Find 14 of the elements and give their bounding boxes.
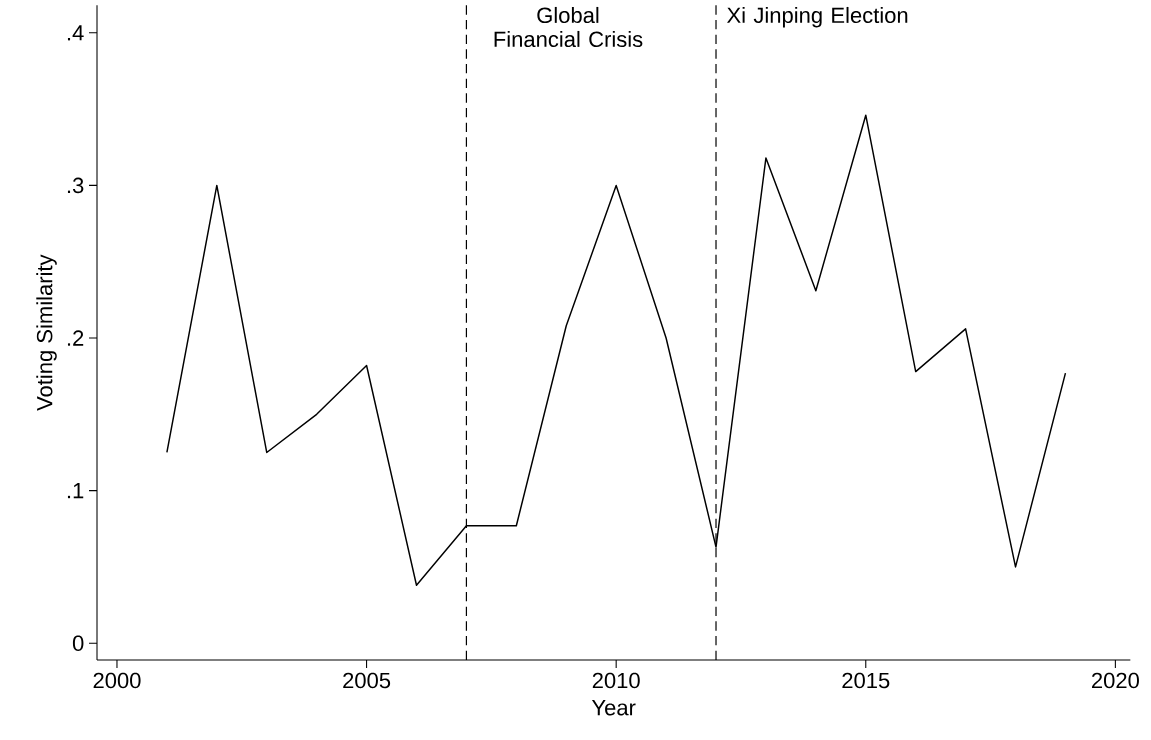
ref-line-label: Xi Jinping Election — [727, 6, 908, 28]
x-axis-title: Year — [591, 700, 636, 716]
x-tick-label: 2005 — [343, 672, 391, 689]
y-tick-label: 0 — [72, 635, 84, 651]
x-tick-label: 2000 — [93, 672, 141, 689]
y-tick-label: .1 — [67, 483, 84, 499]
x-tick-label: 2020 — [1092, 672, 1139, 689]
y-tick-label: .4 — [67, 25, 84, 41]
y-tick-label: .3 — [67, 177, 84, 194]
x-tick-label: 2010 — [592, 672, 640, 689]
ref-line-label: Global Financial Crisis — [494, 6, 643, 48]
y-axis-title: Voting Similarity — [36, 254, 57, 411]
x-tick-label: 2015 — [842, 672, 890, 689]
y-tick-label: .2 — [67, 330, 84, 346]
